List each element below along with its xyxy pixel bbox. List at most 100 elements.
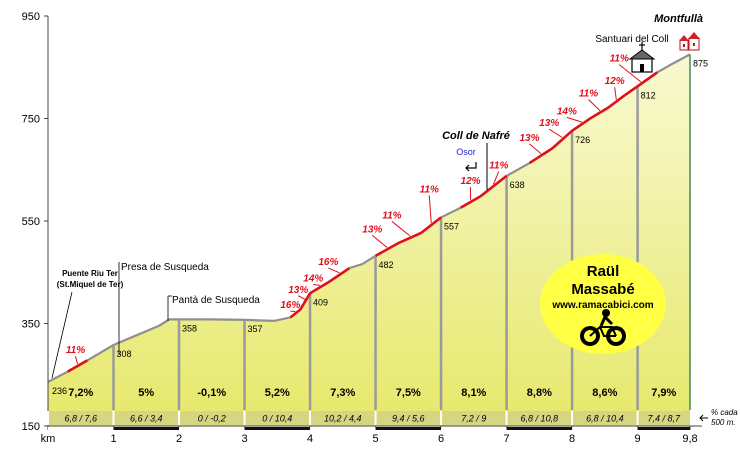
km-band — [572, 427, 638, 430]
steep-leader — [548, 128, 563, 138]
window-1 — [683, 44, 685, 47]
steep-leader — [75, 356, 78, 365]
steep-segment — [289, 308, 302, 319]
steep-segment — [309, 280, 331, 295]
steep-leader — [529, 143, 542, 155]
bike-frame — [589, 326, 617, 337]
steep-leader — [298, 295, 306, 300]
steep-leader — [428, 195, 432, 224]
brand-name-line1: Raül — [587, 263, 620, 280]
sub-gradient-label: 6,8 / 7,6 — [64, 414, 97, 424]
brand-name-line2: Massabé — [571, 281, 634, 298]
steep-segment — [607, 94, 626, 109]
steep-label: 11% — [420, 184, 439, 195]
segment-gradient-label: 5% — [138, 387, 154, 399]
steep-leader — [391, 221, 411, 237]
km-band — [375, 427, 442, 430]
km-band — [506, 427, 573, 430]
steep-segment — [551, 129, 573, 150]
presa-label: Presa de Susqueda — [121, 262, 209, 273]
km-band — [48, 427, 114, 430]
altitude-label: 482 — [379, 260, 394, 270]
steep-leader — [566, 116, 583, 123]
steep-label: 13% — [288, 285, 308, 296]
sub-note-line2: 500 m. — [711, 418, 735, 427]
village-icon — [679, 32, 700, 51]
y-tick-label: 350 — [22, 319, 40, 331]
km-band — [179, 427, 245, 430]
steep-segment — [328, 267, 351, 283]
rider-body — [599, 314, 614, 327]
coll-label: Coll de Nafré — [442, 130, 510, 142]
segment-gradient-label: 7,5% — [396, 387, 421, 399]
x-tick-label: km — [41, 433, 56, 445]
km-band — [441, 427, 507, 430]
montfulla-label: Montfullà — [654, 13, 703, 25]
segment-gradient-label: 7,3% — [330, 387, 355, 399]
x-tick-label: 7 — [504, 433, 510, 445]
steep-segment — [591, 106, 609, 119]
steep-label: 11% — [579, 88, 598, 99]
steep-segment — [460, 195, 482, 209]
altitude-label: 236 — [52, 386, 67, 396]
osor-arrow-icon — [465, 162, 477, 172]
segment-gradient-label: 8,8% — [527, 387, 552, 399]
steep-label: 16% — [318, 257, 338, 268]
x-tick-label: 9,8 — [682, 433, 697, 445]
x-tick-label: 2 — [176, 433, 182, 445]
x-tick-label: 8 — [569, 433, 575, 445]
altitude-label: 638 — [510, 180, 525, 190]
steep-leader — [618, 64, 642, 83]
steep-label: 16% — [280, 300, 300, 311]
steep-label: 13% — [519, 133, 539, 144]
steep-segment — [623, 71, 658, 97]
panta-label: Pantà de Susqueda — [172, 295, 260, 306]
steep-label: 13% — [539, 118, 559, 129]
steep-segment — [67, 359, 88, 373]
y-tick-label: 750 — [22, 114, 40, 126]
osor-label: Osor — [456, 147, 476, 157]
church-roof — [628, 49, 656, 60]
sub-gradient-label: 6,8 / 10,8 — [521, 414, 559, 424]
brand-ellipse — [540, 254, 666, 354]
altitude-label: 308 — [117, 349, 132, 359]
sub-gradient-label: 0 / -0,2 — [198, 414, 226, 424]
steep-leader — [328, 267, 340, 274]
steep-label: 11% — [610, 54, 629, 65]
steep-leader — [313, 283, 320, 286]
sub-gradient-label: 7,4 / 8,7 — [648, 414, 682, 424]
steep-leader — [371, 234, 388, 248]
altitude-label: 875 — [693, 58, 708, 68]
steep-segment — [479, 174, 508, 198]
sub-gradient-label: 9,4 / 5,6 — [392, 414, 425, 424]
y-tick-label: 550 — [22, 216, 40, 228]
x-tick-label: 6 — [438, 433, 444, 445]
note-arrow-icon — [699, 414, 708, 422]
start-label-line2: (St.Miquel de Ter) — [57, 280, 124, 289]
start-leader — [51, 291, 73, 379]
church-door — [640, 64, 644, 72]
window-2 — [693, 43, 695, 46]
sub-gradient-label: 10,2 / 4,4 — [324, 414, 362, 424]
segment-gradient-label: -0,1% — [197, 387, 226, 399]
steep-segment — [528, 147, 554, 165]
sub-gradient-label: 6,6 / 3,4 — [130, 414, 163, 424]
x-tick-label: 4 — [307, 433, 313, 445]
santuari-label: Santuari del Coll — [595, 34, 668, 45]
km-band — [113, 427, 180, 430]
steep-segment — [571, 116, 593, 132]
altitude-label: 358 — [182, 323, 197, 333]
steep-leader — [588, 99, 601, 111]
altitude-label: 726 — [575, 135, 590, 145]
steep-label: 12% — [461, 176, 481, 187]
km-band — [244, 427, 311, 430]
steep-label: 11% — [66, 345, 85, 356]
bicycle-icon — [580, 309, 626, 346]
rider-head — [602, 309, 610, 317]
x-tick-label: 5 — [372, 433, 378, 445]
steep-label: 12% — [605, 76, 625, 87]
steep-segment — [397, 231, 422, 245]
segment-gradient-label: 8,6% — [592, 387, 617, 399]
brand-url: www.ramacabici.com — [551, 300, 653, 311]
